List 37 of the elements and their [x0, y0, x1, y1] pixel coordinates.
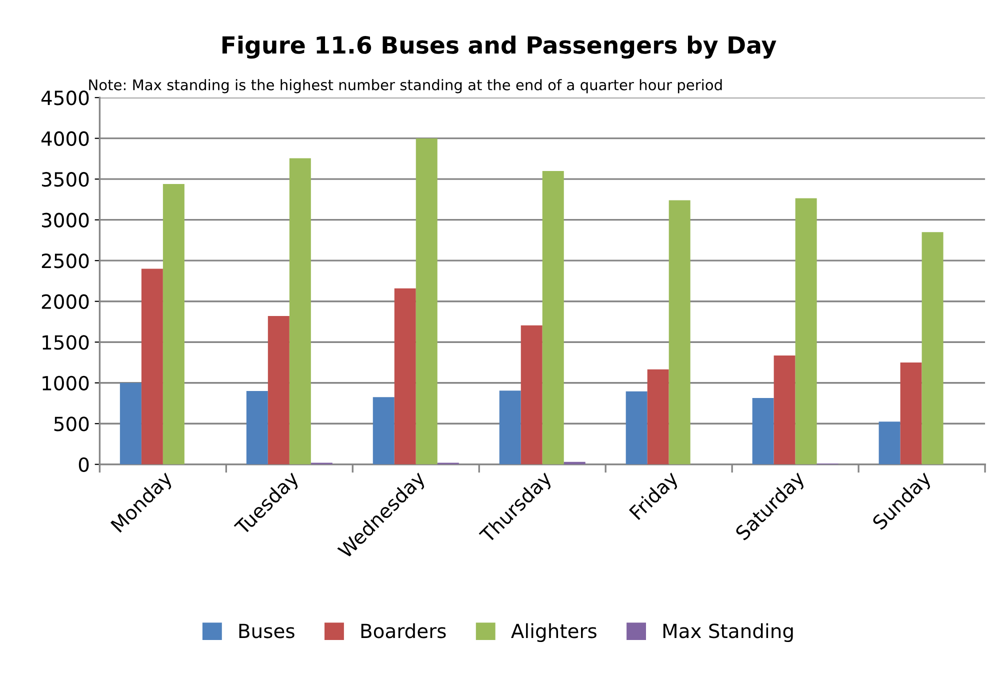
- bar: [246, 391, 268, 464]
- legend-label: Buses: [239, 624, 294, 638]
- bar: [922, 232, 944, 464]
- bar: [774, 356, 796, 464]
- y-tick-label: 4500: [41, 90, 89, 106]
- bar: [752, 398, 774, 464]
- legend-label: Boarders: [361, 623, 446, 638]
- legend-label: Max Standing: [663, 623, 793, 642]
- bar: [268, 316, 290, 464]
- bar: [542, 170, 564, 464]
- legend-label: Alighters: [511, 623, 596, 642]
- bar: [878, 422, 900, 464]
- y-tick-label: 1000: [42, 376, 89, 391]
- y-tick-label: 2500: [42, 254, 89, 268]
- y-tick-label: 0: [78, 457, 89, 472]
- bar: [162, 184, 184, 464]
- bar: [626, 391, 648, 464]
- y-tick-label: 2000: [42, 294, 89, 310]
- y-tick-label: 4000: [41, 131, 89, 146]
- y-tick-label: 500: [54, 416, 89, 432]
- bar: [394, 288, 416, 464]
- y-tick-label: 3000: [42, 212, 89, 228]
- y-tick-label: 3500: [42, 172, 89, 187]
- bar: [795, 198, 817, 464]
- bar: [647, 369, 669, 464]
- bar: [289, 158, 311, 464]
- bar: [141, 268, 163, 464]
- bar: [668, 200, 690, 464]
- bar: [499, 390, 521, 464]
- bar: [372, 397, 394, 464]
- bar: [416, 138, 438, 464]
- bar: [120, 382, 142, 464]
- text: Note: Max standing is the highest number standing at the end of a quarter hour period: [89, 79, 722, 94]
- y-tick-label: 1500: [42, 335, 89, 350]
- chart-title: Figure 11.6 Buses and Passengers by Day: [222, 36, 776, 59]
- bar: [520, 325, 542, 464]
- bar: [900, 362, 922, 464]
